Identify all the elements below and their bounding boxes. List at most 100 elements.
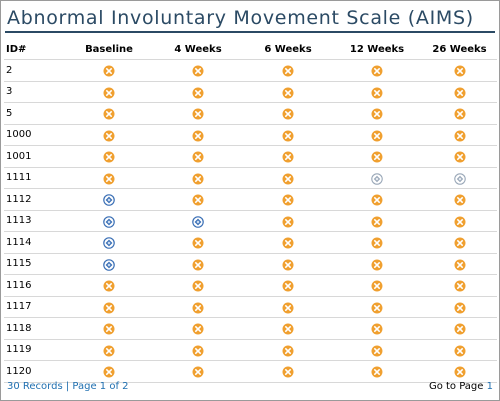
missing-x-icon[interactable] (454, 130, 466, 142)
missing-x-icon[interactable] (282, 366, 294, 378)
complete-diamond-icon[interactable] (103, 194, 115, 207)
missing-x-icon[interactable] (282, 65, 294, 77)
missing-x-icon[interactable] (103, 87, 115, 99)
missing-x-icon[interactable] (371, 130, 383, 142)
missing-x-icon[interactable] (371, 108, 383, 120)
missing-x-icon[interactable] (103, 65, 115, 77)
missing-x-icon[interactable] (103, 151, 115, 163)
missing-x-icon[interactable] (371, 65, 383, 77)
missing-x-icon[interactable] (454, 302, 466, 314)
missing-x-icon[interactable] (371, 323, 383, 335)
column-header-26-weeks: 26 Weeks (422, 39, 497, 60)
missing-x-icon[interactable] (192, 323, 204, 335)
missing-x-icon[interactable] (454, 65, 466, 77)
goto-page-label: Go to Page (428, 381, 484, 392)
missing-x-icon[interactable] (371, 280, 383, 292)
missing-x-icon[interactable] (103, 108, 115, 120)
missing-x-icon[interactable] (282, 194, 294, 206)
missing-x-icon[interactable] (282, 87, 294, 99)
missing-x-icon[interactable] (192, 173, 204, 185)
missing-x-icon[interactable] (371, 237, 383, 249)
table-row: 1112 (4, 188, 497, 211)
row-id-cell: 1117 (4, 296, 66, 318)
complete-diamond-icon[interactable] (103, 237, 115, 250)
missing-x-icon[interactable] (454, 194, 466, 206)
missing-x-icon[interactable] (454, 151, 466, 163)
missing-x-icon[interactable] (282, 237, 294, 249)
missing-x-icon[interactable] (192, 87, 204, 99)
missing-x-icon[interactable] (282, 151, 294, 163)
goto-page-link[interactable]: 1 (486, 381, 493, 392)
missing-x-icon[interactable] (103, 323, 115, 335)
missing-x-icon[interactable] (192, 345, 204, 357)
cell-12-weeks (332, 253, 422, 275)
missing-x-icon[interactable] (103, 366, 115, 378)
missing-x-icon[interactable] (371, 302, 383, 314)
missing-x-icon[interactable] (192, 194, 204, 206)
cell-26-weeks (422, 296, 497, 318)
cell-12-weeks (332, 59, 422, 82)
missing-x-icon[interactable] (103, 130, 115, 142)
missing-x-icon[interactable] (371, 259, 383, 271)
missing-x-icon[interactable] (192, 259, 204, 271)
missing-x-icon[interactable] (371, 194, 383, 206)
cell-26-weeks (422, 253, 497, 275)
missing-x-icon[interactable] (103, 280, 115, 292)
missing-x-icon[interactable] (454, 108, 466, 120)
row-id-cell: 1111 (4, 167, 66, 189)
partial-diamond-icon[interactable] (453, 173, 466, 185)
missing-x-icon[interactable] (282, 302, 294, 314)
cell-baseline (66, 253, 152, 275)
missing-x-icon[interactable] (454, 366, 466, 378)
pagination-summary: 30 Records | Page 1 of 2 (7, 381, 129, 392)
missing-x-icon[interactable] (371, 216, 383, 228)
missing-x-icon[interactable] (103, 173, 115, 185)
missing-x-icon[interactable] (454, 280, 466, 292)
missing-x-icon[interactable] (192, 237, 204, 249)
cell-baseline (66, 167, 152, 189)
missing-x-icon[interactable] (371, 151, 383, 163)
missing-x-icon[interactable] (371, 345, 383, 357)
missing-x-icon[interactable] (282, 216, 294, 228)
missing-x-icon[interactable] (282, 130, 294, 142)
cell-baseline (66, 317, 152, 340)
cell-baseline (66, 102, 152, 125)
missing-x-icon[interactable] (192, 366, 204, 378)
row-id-cell: 1115 (4, 253, 66, 275)
cell-baseline (66, 59, 152, 82)
missing-x-icon[interactable] (454, 237, 466, 249)
row-id-cell: 1113 (4, 210, 66, 232)
cell-26-weeks (422, 188, 497, 211)
missing-x-icon[interactable] (192, 108, 204, 120)
missing-x-icon[interactable] (371, 87, 383, 99)
missing-x-icon[interactable] (192, 302, 204, 314)
complete-diamond-icon[interactable] (103, 215, 115, 228)
complete-diamond-icon[interactable] (192, 215, 204, 228)
missing-x-icon[interactable] (103, 345, 115, 357)
column-header-id: ID# (4, 39, 66, 60)
cell-baseline (66, 210, 152, 232)
partial-diamond-icon[interactable] (371, 173, 383, 185)
missing-x-icon[interactable] (192, 130, 204, 142)
missing-x-icon[interactable] (282, 173, 294, 185)
missing-x-icon[interactable] (192, 151, 204, 163)
missing-x-icon[interactable] (282, 280, 294, 292)
missing-x-icon[interactable] (282, 345, 294, 357)
cell-12-weeks (332, 188, 422, 211)
missing-x-icon[interactable] (282, 323, 294, 335)
missing-x-icon[interactable] (454, 259, 466, 271)
row-id-cell: 1001 (4, 145, 66, 168)
missing-x-icon[interactable] (454, 216, 466, 228)
missing-x-icon[interactable] (192, 280, 204, 292)
missing-x-icon[interactable] (454, 323, 466, 335)
missing-x-icon[interactable] (192, 65, 204, 77)
missing-x-icon[interactable] (282, 259, 294, 271)
missing-x-icon[interactable] (371, 366, 383, 378)
cell-6-weeks (244, 231, 332, 254)
missing-x-icon[interactable] (454, 345, 466, 357)
missing-x-icon[interactable] (282, 108, 294, 120)
missing-x-icon[interactable] (103, 302, 115, 314)
cell-26-weeks (422, 231, 497, 254)
complete-diamond-icon[interactable] (103, 258, 115, 271)
missing-x-icon[interactable] (454, 87, 466, 99)
